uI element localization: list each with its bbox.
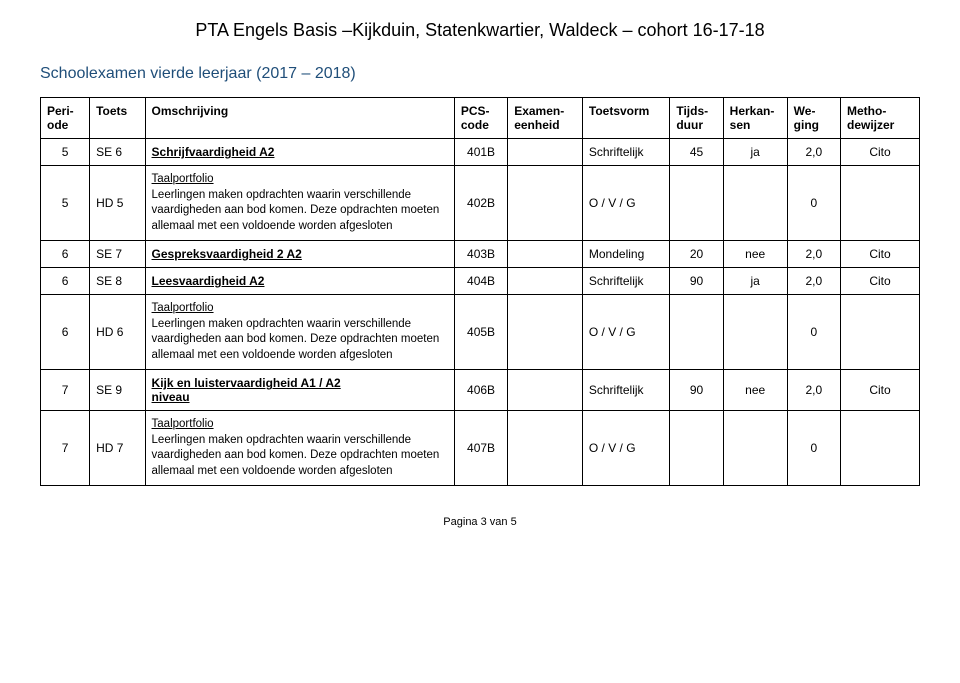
cell-herkansen <box>723 166 787 241</box>
cell-exameneenheid <box>508 241 583 268</box>
cell-pcs: 404B <box>454 268 507 295</box>
cell-herkansen: nee <box>723 241 787 268</box>
cell-tijdsduur <box>670 166 723 241</box>
col-periode: Peri-ode <box>41 98 90 139</box>
cell-exameneenheid <box>508 139 583 166</box>
cell-omschrijving: Schrijfvaardigheid A2 <box>145 139 454 166</box>
cell-pcs: 403B <box>454 241 507 268</box>
col-herkansen: Herkan-sen <box>723 98 787 139</box>
cell-toets: SE 9 <box>90 370 145 411</box>
col-omschrijving: Omschrijving <box>145 98 454 139</box>
cell-methode: Cito <box>841 241 920 268</box>
cell-tijdsduur: 45 <box>670 139 723 166</box>
cell-toets: SE 6 <box>90 139 145 166</box>
cell-weging: 2,0 <box>787 139 840 166</box>
cell-tijdsduur <box>670 411 723 486</box>
cell-exameneenheid <box>508 295 583 370</box>
cell-tijdsduur: 90 <box>670 370 723 411</box>
cell-exameneenheid <box>508 166 583 241</box>
cell-weging: 2,0 <box>787 370 840 411</box>
cell-methode: Cito <box>841 139 920 166</box>
cell-omschrijving: Gespreksvaardigheid 2 A2 <box>145 241 454 268</box>
col-methodewijzer: Metho-dewijzer <box>841 98 920 139</box>
cell-toetsvorm: Mondeling <box>582 241 669 268</box>
col-toets: Toets <box>90 98 145 139</box>
cell-tijdsduur: 20 <box>670 241 723 268</box>
cell-toets: HD 6 <box>90 295 145 370</box>
cell-toets: SE 7 <box>90 241 145 268</box>
col-exameneenheid: Examen-eenheid <box>508 98 583 139</box>
cell-toets: SE 8 <box>90 268 145 295</box>
cell-periode: 7 <box>41 370 90 411</box>
page-footer: Pagina 3 van 5 <box>40 516 920 528</box>
cell-toets: HD 5 <box>90 166 145 241</box>
col-pcscode: PCS-code <box>454 98 507 139</box>
col-weging: We-ging <box>787 98 840 139</box>
cell-herkansen <box>723 411 787 486</box>
cell-omschrijving: Taalportfolio Leerlingen maken opdrachte… <box>145 295 454 370</box>
cell-omschrijving: Leesvaardigheid A2 <box>145 268 454 295</box>
table-row: 6 HD 6 Taalportfolio Leerlingen maken op… <box>41 295 920 370</box>
cell-weging: 2,0 <box>787 268 840 295</box>
cell-tijdsduur: 90 <box>670 268 723 295</box>
cell-weging: 0 <box>787 166 840 241</box>
cell-toetsvorm: O / V / G <box>582 295 669 370</box>
cell-toets: HD 7 <box>90 411 145 486</box>
page-subtitle: Schoolexamen vierde leerjaar (2017 – 201… <box>40 65 920 83</box>
cell-weging: 2,0 <box>787 241 840 268</box>
cell-pcs: 401B <box>454 139 507 166</box>
cell-herkansen <box>723 295 787 370</box>
cell-toetsvorm: O / V / G <box>582 411 669 486</box>
pta-table: Peri-ode Toets Omschrijving PCS-code Exa… <box>40 97 920 486</box>
cell-herkansen: nee <box>723 370 787 411</box>
cell-periode: 5 <box>41 139 90 166</box>
table-row: 6 SE 7 Gespreksvaardigheid 2 A2 403B Mon… <box>41 241 920 268</box>
table-row: 7 HD 7 Taalportfolio Leerlingen maken op… <box>41 411 920 486</box>
table-row: 6 SE 8 Leesvaardigheid A2 404B Schriftel… <box>41 268 920 295</box>
page-title: PTA Engels Basis –Kijkduin, Statenkwarti… <box>40 20 920 41</box>
cell-methode <box>841 166 920 241</box>
cell-methode: Cito <box>841 268 920 295</box>
table-row: 7 SE 9 Kijk en luistervaardigheid A1 / A… <box>41 370 920 411</box>
cell-pcs: 406B <box>454 370 507 411</box>
cell-pcs: 407B <box>454 411 507 486</box>
table-row: 5 SE 6 Schrijfvaardigheid A2 401B Schrif… <box>41 139 920 166</box>
cell-methode: Cito <box>841 370 920 411</box>
cell-pcs: 405B <box>454 295 507 370</box>
cell-herkansen: ja <box>723 139 787 166</box>
col-toetsvorm: Toetsvorm <box>582 98 669 139</box>
cell-omschrijving: Kijk en luistervaardigheid A1 / A2 nivea… <box>145 370 454 411</box>
cell-periode: 6 <box>41 241 90 268</box>
cell-periode: 5 <box>41 166 90 241</box>
cell-omschrijving: Taalportfolio Leerlingen maken opdrachte… <box>145 166 454 241</box>
col-tijdsduur: Tijds-duur <box>670 98 723 139</box>
cell-toetsvorm: O / V / G <box>582 166 669 241</box>
cell-exameneenheid <box>508 411 583 486</box>
cell-toetsvorm: Schriftelijk <box>582 139 669 166</box>
cell-toetsvorm: Schriftelijk <box>582 268 669 295</box>
cell-weging: 0 <box>787 411 840 486</box>
cell-methode <box>841 411 920 486</box>
cell-omschrijving: Taalportfolio Leerlingen maken opdrachte… <box>145 411 454 486</box>
table-header-row: Peri-ode Toets Omschrijving PCS-code Exa… <box>41 98 920 139</box>
cell-pcs: 402B <box>454 166 507 241</box>
cell-tijdsduur <box>670 295 723 370</box>
cell-exameneenheid <box>508 370 583 411</box>
cell-periode: 7 <box>41 411 90 486</box>
cell-periode: 6 <box>41 268 90 295</box>
cell-herkansen: ja <box>723 268 787 295</box>
cell-exameneenheid <box>508 268 583 295</box>
cell-periode: 6 <box>41 295 90 370</box>
cell-toetsvorm: Schriftelijk <box>582 370 669 411</box>
cell-methode <box>841 295 920 370</box>
table-row: 5 HD 5 Taalportfolio Leerlingen maken op… <box>41 166 920 241</box>
cell-weging: 0 <box>787 295 840 370</box>
